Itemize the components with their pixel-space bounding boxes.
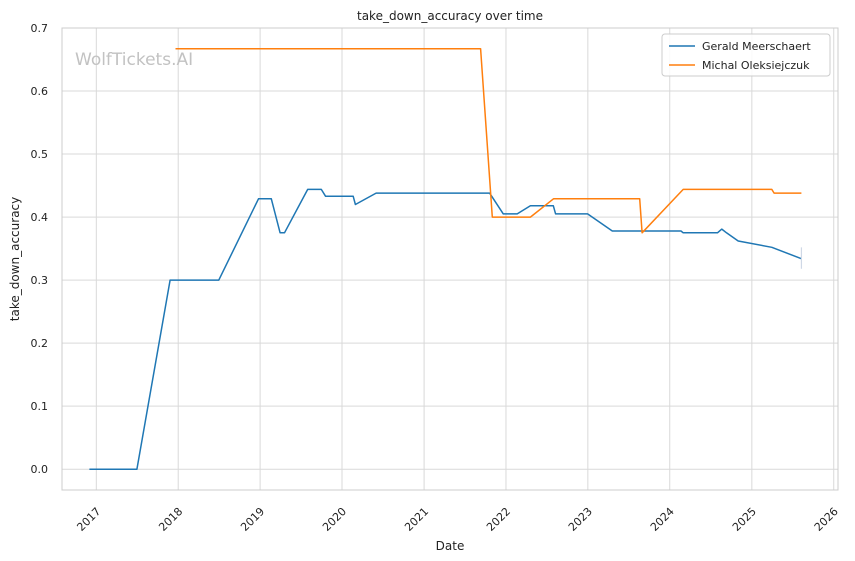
series-line-michal-oleksiejczuk (175, 48, 802, 234)
series-layer (89, 48, 803, 470)
x-tick-label: 2026 (812, 505, 841, 534)
watermark: WolfTickets.AI (75, 50, 193, 70)
legend-box (661, 33, 831, 77)
y-axis-label: take_down_accuracy (8, 197, 22, 321)
x-tick-label: 2017 (74, 505, 103, 534)
chart-title: take_down_accuracy over time (357, 9, 543, 23)
x-tick-label: 2021 (402, 505, 431, 534)
legend: Gerald Meerschaert Michal Oleksiejczuk (661, 33, 831, 77)
x-tick-label: 2024 (648, 505, 677, 534)
y-tick-label: 0.2 (31, 337, 49, 350)
y-tick-label: 0.7 (31, 22, 49, 35)
grid (62, 27, 838, 490)
y-tick-label: 0.3 (31, 274, 49, 287)
x-tick-labels: 2017 2018 2019 2020 2021 2022 2023 2024 2025 2026 (74, 505, 840, 534)
x-tick-label: 2019 (238, 505, 267, 534)
y-tick-labels: 0.0 0.1 0.2 0.3 0.4 0.5 0.6 0.7 (31, 22, 49, 476)
y-tick-label: 0.4 (31, 211, 49, 224)
x-tick-label: 2025 (730, 505, 759, 534)
x-tick-label: 2020 (320, 505, 349, 534)
plot-area (61, 27, 839, 491)
legend-label-michal: Michal Oleksiejczuk (702, 59, 810, 72)
y-tick-label: 0.0 (31, 463, 49, 476)
y-tick-label: 0.1 (31, 400, 49, 413)
x-axis-label: Date (436, 539, 465, 553)
x-tick-label: 2023 (566, 505, 595, 534)
x-tick-label: 2022 (484, 505, 513, 534)
y-tick-label: 0.6 (31, 85, 49, 98)
series-line-gerald-meerschaert (89, 188, 802, 470)
y-tick-label: 0.5 (31, 148, 49, 161)
legend-label-gerald: Gerald Meerschaert (702, 40, 811, 53)
x-tick-label: 2018 (156, 505, 185, 534)
